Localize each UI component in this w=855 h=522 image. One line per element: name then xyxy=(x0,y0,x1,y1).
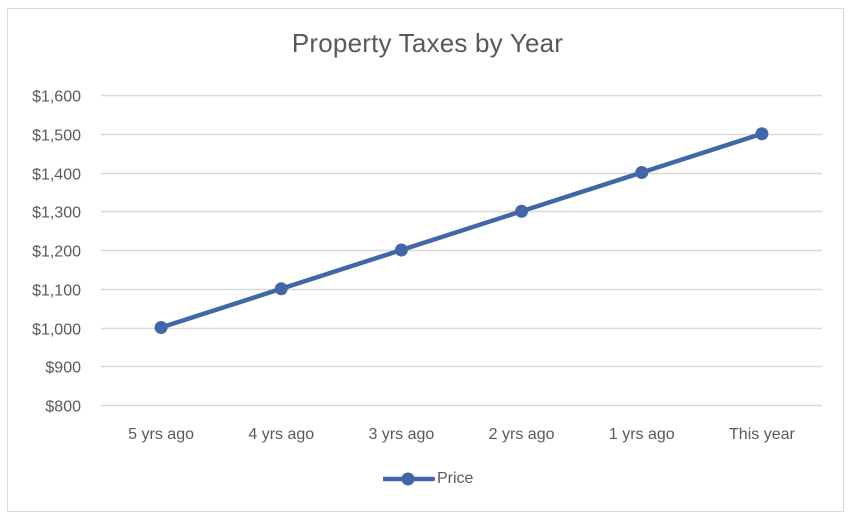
data-point-marker[interactable] xyxy=(755,127,769,141)
y-tick-label: $1,000 xyxy=(32,322,81,339)
data-point-marker[interactable] xyxy=(635,166,649,179)
y-tick-label: $800 xyxy=(45,399,81,416)
legend-label-price: Price xyxy=(437,470,474,487)
y-axis-labels: $800 $900 $1,000 $1,100 $1,200 $1,300 $1,400 $1… xyxy=(32,89,81,416)
gridlines xyxy=(101,94,822,407)
y-tick-label: $1,300 xyxy=(32,205,81,222)
x-tick-label: 1 yrs ago xyxy=(609,426,675,443)
y-tick-label: $1,400 xyxy=(32,167,81,184)
chart-area xyxy=(7,8,844,512)
series-price[interactable] xyxy=(154,127,769,334)
data-point-marker[interactable] xyxy=(515,204,529,218)
data-point-marker[interactable] xyxy=(394,243,408,257)
legend[interactable]: Price xyxy=(383,466,473,492)
y-tick-label: $900 xyxy=(45,360,81,377)
x-axis-labels: 5 yrs ago 4 yrs ago 3 yrs ago 2 yrs ago 1 yr… xyxy=(128,426,795,443)
x-tick-label: 2 yrs ago xyxy=(489,426,555,443)
y-tick-label: $1,600 xyxy=(32,89,81,106)
x-tick-label: 4 yrs ago xyxy=(248,426,314,443)
y-tick-label: $1,200 xyxy=(32,244,81,261)
data-point-marker[interactable] xyxy=(154,321,168,334)
legend-line-marker-icon xyxy=(383,472,435,486)
y-tick-label: $1,500 xyxy=(32,128,81,145)
chart-title: Property Taxes by Year xyxy=(291,28,564,58)
x-tick-label: 5 yrs ago xyxy=(128,426,194,443)
x-tick-label: 3 yrs ago xyxy=(369,426,435,443)
y-tick-label: $1,100 xyxy=(32,283,81,300)
data-point-marker[interactable] xyxy=(274,282,288,296)
x-tick-label: This year xyxy=(729,426,795,443)
series-line xyxy=(158,131,765,330)
